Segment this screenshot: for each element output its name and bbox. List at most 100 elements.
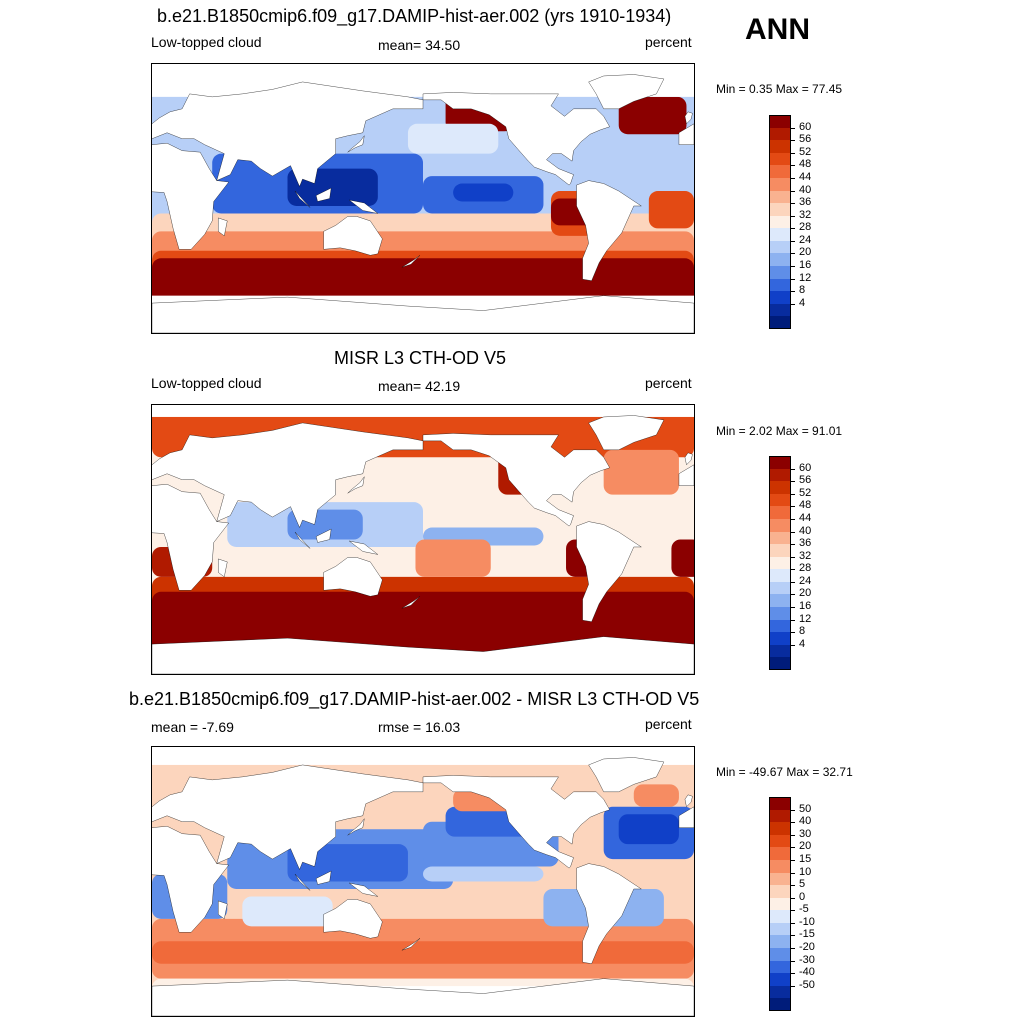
colorbar-label: 28 — [799, 562, 812, 575]
colorbar-tick — [791, 518, 795, 520]
colorbar-swatch — [769, 177, 791, 192]
colorbar-tick — [791, 215, 795, 217]
world-map — [151, 63, 695, 334]
colorbar-swatch — [769, 291, 791, 305]
colorbar-swatch — [769, 556, 791, 570]
colorbar-label: 60 — [799, 120, 812, 133]
colorbar-swatch — [769, 569, 791, 583]
colorbar-tick — [791, 632, 795, 634]
colorbar-tick — [791, 948, 795, 950]
colorbar-tick — [791, 291, 795, 293]
colorbar-tick — [791, 127, 795, 129]
colorbar-label: 12 — [799, 271, 812, 284]
colorbar-label: 48 — [799, 158, 812, 171]
panel-units-label: percent — [645, 716, 692, 732]
colorbar-label: 44 — [799, 170, 812, 183]
panel-minmax: Min = -49.67 Max = 32.71 — [716, 765, 853, 779]
colorbar-tick — [791, 569, 795, 571]
colorbar-tick — [791, 266, 795, 268]
colorbar-tick — [791, 556, 795, 558]
colorbar-label: -15 — [799, 928, 815, 941]
colorbar-tick — [791, 607, 795, 609]
colorbar-tick — [791, 481, 795, 483]
colorbar-label: -30 — [799, 953, 815, 966]
panel-left-label: Low-topped cloud — [151, 375, 262, 391]
contour-map — [152, 64, 694, 333]
colorbar-swatch — [769, 632, 791, 646]
colorbar-swatch — [769, 859, 791, 874]
colorbar-tick — [791, 935, 795, 937]
colorbar-tick — [791, 644, 795, 646]
colorbar-swatch — [769, 948, 791, 962]
colorbar-tick — [791, 960, 795, 962]
colorbar-label: 52 — [799, 145, 812, 158]
colorbar-tick — [791, 190, 795, 192]
colorbar-tick — [791, 885, 795, 887]
colorbar-swatch — [769, 619, 791, 633]
colorbar-swatch — [769, 922, 791, 936]
panel-left-label: Low-topped cloud — [151, 34, 262, 50]
colorbar-label: 36 — [799, 196, 812, 209]
colorbar-label: 8 — [799, 284, 806, 297]
colorbar-tick — [791, 177, 795, 179]
colorbar-label: 32 — [799, 208, 812, 221]
colorbar-swatch — [769, 278, 791, 292]
colorbar-swatch — [769, 190, 791, 204]
colorbar-tick — [791, 228, 795, 230]
colorbar-label: 16 — [799, 259, 812, 272]
colorbar-tick — [791, 303, 795, 305]
colorbar-label: 28 — [799, 221, 812, 234]
panel-mean-label: mean = -7.69 — [151, 719, 234, 735]
world-map — [151, 746, 695, 1017]
colorbar-swatch — [769, 518, 791, 533]
colorbar-label: 4 — [799, 637, 806, 650]
colorbar-label: 10 — [799, 865, 812, 878]
panel-units-label: percent — [645, 375, 692, 391]
colorbar: 60 56 52 48 44 40 36 32 28 24 20 16 12 8 4 — [769, 115, 829, 330]
colorbar-tick — [791, 152, 795, 154]
colorbar-swatch — [769, 316, 791, 330]
colorbar-tick — [791, 594, 795, 596]
colorbar-swatch — [769, 493, 791, 507]
colorbar-swatch — [769, 822, 791, 836]
colorbar-swatch — [769, 809, 791, 823]
season-label: ANN — [745, 13, 810, 46]
colorbar-tick — [791, 822, 795, 824]
colorbar-label: 20 — [799, 587, 812, 600]
colorbar-swatch — [769, 594, 791, 608]
contour-map — [152, 747, 694, 1016]
contour-map — [152, 405, 694, 674]
colorbar-swatch — [769, 266, 791, 280]
colorbar-swatch — [769, 203, 791, 217]
colorbar-label: 8 — [799, 625, 806, 638]
colorbar-tick — [791, 847, 795, 849]
colorbar-swatch — [769, 935, 791, 949]
colorbar-swatch — [769, 140, 791, 154]
colorbar-tick — [791, 910, 795, 912]
panel-title: b.e21.B1850cmip6.f09_g17.DAMIP-hist-aer.… — [157, 6, 672, 26]
colorbar-tick — [791, 253, 795, 255]
colorbar-tick — [791, 985, 795, 987]
panel-mean-label: mean= 34.50 — [378, 37, 461, 53]
colorbar-label: 15 — [799, 852, 812, 865]
colorbar-label: 32 — [799, 549, 812, 562]
colorbar-swatch — [769, 506, 791, 520]
colorbar-tick — [791, 544, 795, 546]
colorbar-tick — [791, 278, 795, 280]
colorbar-tick — [791, 203, 795, 205]
panel-units-label: percent — [645, 34, 692, 50]
colorbar-tick — [791, 581, 795, 583]
colorbar-swatch — [769, 165, 791, 179]
colorbar-label: 56 — [799, 133, 812, 146]
colorbar-label: 52 — [799, 486, 812, 499]
colorbar-swatch — [769, 657, 791, 671]
colorbar-swatch — [769, 998, 791, 1012]
colorbar-label: 24 — [799, 233, 812, 246]
colorbar-swatch — [769, 127, 791, 141]
colorbar-tick — [791, 872, 795, 874]
colorbar-swatch — [769, 303, 791, 317]
colorbar: 60 56 52 48 44 40 36 32 28 24 20 16 12 8 4 — [769, 456, 829, 671]
colorbar-swatch — [769, 797, 791, 811]
colorbar-tick — [791, 531, 795, 533]
panel-mean-label: mean= 42.19 — [378, 378, 461, 394]
